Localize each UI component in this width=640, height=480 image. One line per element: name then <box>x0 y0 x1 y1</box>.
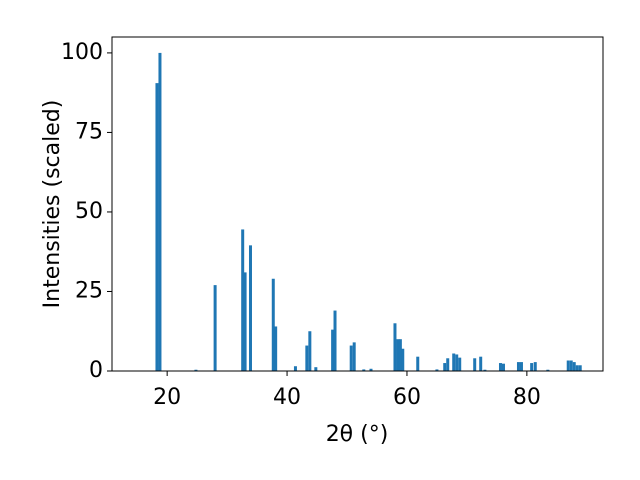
bar <box>516 362 520 371</box>
bar <box>241 229 245 371</box>
bar <box>416 356 420 371</box>
bar <box>566 360 570 371</box>
x-axis-label: 2θ (°) <box>326 422 389 447</box>
bar <box>305 345 309 371</box>
bar <box>446 358 450 371</box>
bar <box>369 368 373 371</box>
bar <box>271 278 275 371</box>
bar <box>213 285 217 371</box>
bar <box>455 354 459 371</box>
bar <box>293 366 297 371</box>
bar <box>479 356 483 371</box>
y-tick-label: 0 <box>89 358 103 383</box>
bar <box>483 369 487 371</box>
bar <box>243 272 247 371</box>
x-tick-label: 80 <box>513 385 541 410</box>
bar <box>452 353 456 371</box>
bar <box>248 245 252 371</box>
bar <box>393 323 397 371</box>
bar <box>569 360 573 371</box>
bar <box>352 342 356 371</box>
bar <box>473 358 477 371</box>
bar <box>575 365 579 371</box>
plot-frame <box>111 36 604 372</box>
bar <box>533 362 537 371</box>
bar <box>443 363 447 371</box>
bar <box>155 83 159 371</box>
bar <box>396 339 400 371</box>
x-tick-label: 40 <box>273 385 301 410</box>
y-axis-label: Intensities (scaled) <box>40 100 65 309</box>
bar <box>572 362 576 371</box>
bar <box>194 369 198 371</box>
bar <box>401 348 405 371</box>
bar <box>458 357 462 371</box>
bar <box>362 369 366 371</box>
y-tick-label: 75 <box>75 119 103 144</box>
bar <box>519 362 523 371</box>
y-tick-label: 25 <box>75 278 103 303</box>
x-tick-label: 20 <box>153 385 181 410</box>
bar <box>314 367 318 371</box>
bar <box>308 331 312 371</box>
bar <box>274 326 278 371</box>
bar <box>331 329 335 371</box>
bar <box>578 365 582 371</box>
bar <box>546 369 550 371</box>
bar <box>501 363 505 371</box>
bar <box>398 339 402 371</box>
bar <box>158 52 162 372</box>
bar <box>333 310 337 371</box>
bar <box>435 369 439 371</box>
bar <box>349 345 353 371</box>
bar <box>498 363 502 371</box>
bar <box>530 363 534 371</box>
y-tick-label: 50 <box>75 199 103 224</box>
y-tick-label: 100 <box>61 40 103 65</box>
x-tick-label: 60 <box>393 385 421 410</box>
